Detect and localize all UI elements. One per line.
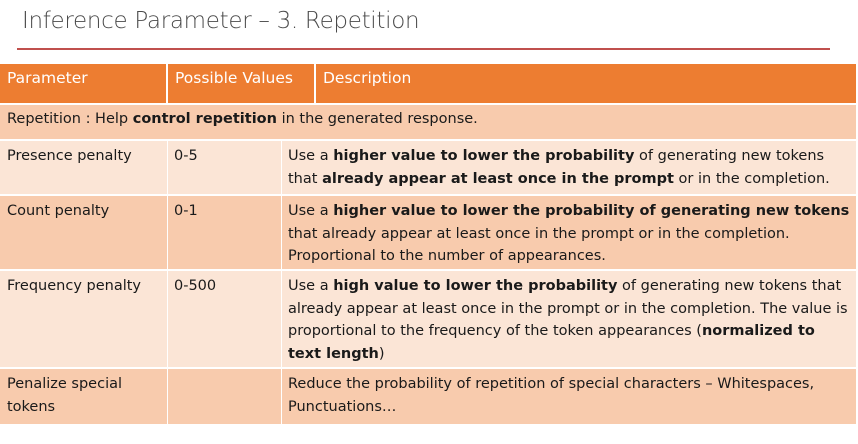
column-divider xyxy=(167,369,168,424)
header-possible-values: Possible Values xyxy=(168,64,315,103)
description-cell: Use a high value to lower the probabilit… xyxy=(281,271,856,367)
possible-values-cell: 0-5 xyxy=(167,141,281,194)
emphasis-text: normalized to text length xyxy=(288,323,815,362)
table-row: Presence penalty 0-5 Use a higher value to… xyxy=(0,141,856,194)
parameter-cell: Count penalty xyxy=(0,196,167,269)
slide-title: Inference Parameter – 3. Repetition xyxy=(22,8,420,34)
description-cell: Reduce the probability of repetition of … xyxy=(281,369,856,424)
description-cell: Use a higher value to lower the probabil… xyxy=(281,196,856,269)
table-row: Penalize special tokens Reduce the probab… xyxy=(0,369,856,424)
table-row: Count penalty 0-1 Use a higher value to lo… xyxy=(0,196,856,269)
emphasis-text: higher value to lower the probability xyxy=(333,148,635,164)
header-divider xyxy=(166,64,168,103)
title-underline xyxy=(17,48,830,50)
column-divider xyxy=(281,369,282,424)
column-divider xyxy=(167,196,168,269)
text-fragment: of generating new tokens that already ap… xyxy=(288,278,848,339)
possible-values-cell: 0-500 xyxy=(167,271,281,367)
parameter-cell: Frequency penalty xyxy=(0,271,167,367)
header-description: Description xyxy=(316,64,856,103)
header-divider-line xyxy=(0,103,856,105)
column-divider xyxy=(167,271,168,367)
parameter-cell: Presence penalty xyxy=(0,141,167,194)
text-fragment: ) xyxy=(378,345,385,362)
emphasis-text: high value to lower the probability xyxy=(333,278,618,294)
text-fragment: Use a xyxy=(288,148,334,164)
table-row: Frequency penalty 0-500 Use a high value t… xyxy=(0,271,856,367)
intro-row: Repetition : Help control repetition in … xyxy=(0,105,856,139)
column-divider xyxy=(281,271,282,367)
column-divider xyxy=(281,196,282,269)
emphasis-text: already appear at least once in the prom… xyxy=(322,170,674,187)
description-cell: Use a higher value to lower the probabil… xyxy=(281,141,856,194)
column-divider xyxy=(167,141,168,194)
parameter-cell: Penalize special tokens xyxy=(0,369,167,424)
possible-values-cell xyxy=(167,369,281,424)
text-fragment: of generating new tokens that xyxy=(288,148,825,187)
emphasis-text: control repetition xyxy=(132,111,277,127)
intro-text: Repetition : Help control repetition in … xyxy=(7,111,478,127)
possible-values-cell: 0-1 xyxy=(167,196,281,269)
text-fragment: Repetition : Help xyxy=(7,111,133,127)
text-fragment: in the generated response. xyxy=(276,111,478,127)
header-divider xyxy=(314,64,316,103)
text-fragment: Reduce the probability of repetition of … xyxy=(288,376,815,415)
text-fragment: Use a xyxy=(288,278,334,294)
text-fragment: or in the completion. xyxy=(673,170,830,187)
column-divider xyxy=(281,141,282,194)
header-parameter: Parameter xyxy=(0,64,167,103)
text-fragment: Use a xyxy=(288,203,334,219)
emphasis-text: higher value to lower the probability of… xyxy=(333,203,850,219)
text-fragment: that already appear at least once in the… xyxy=(288,225,790,265)
